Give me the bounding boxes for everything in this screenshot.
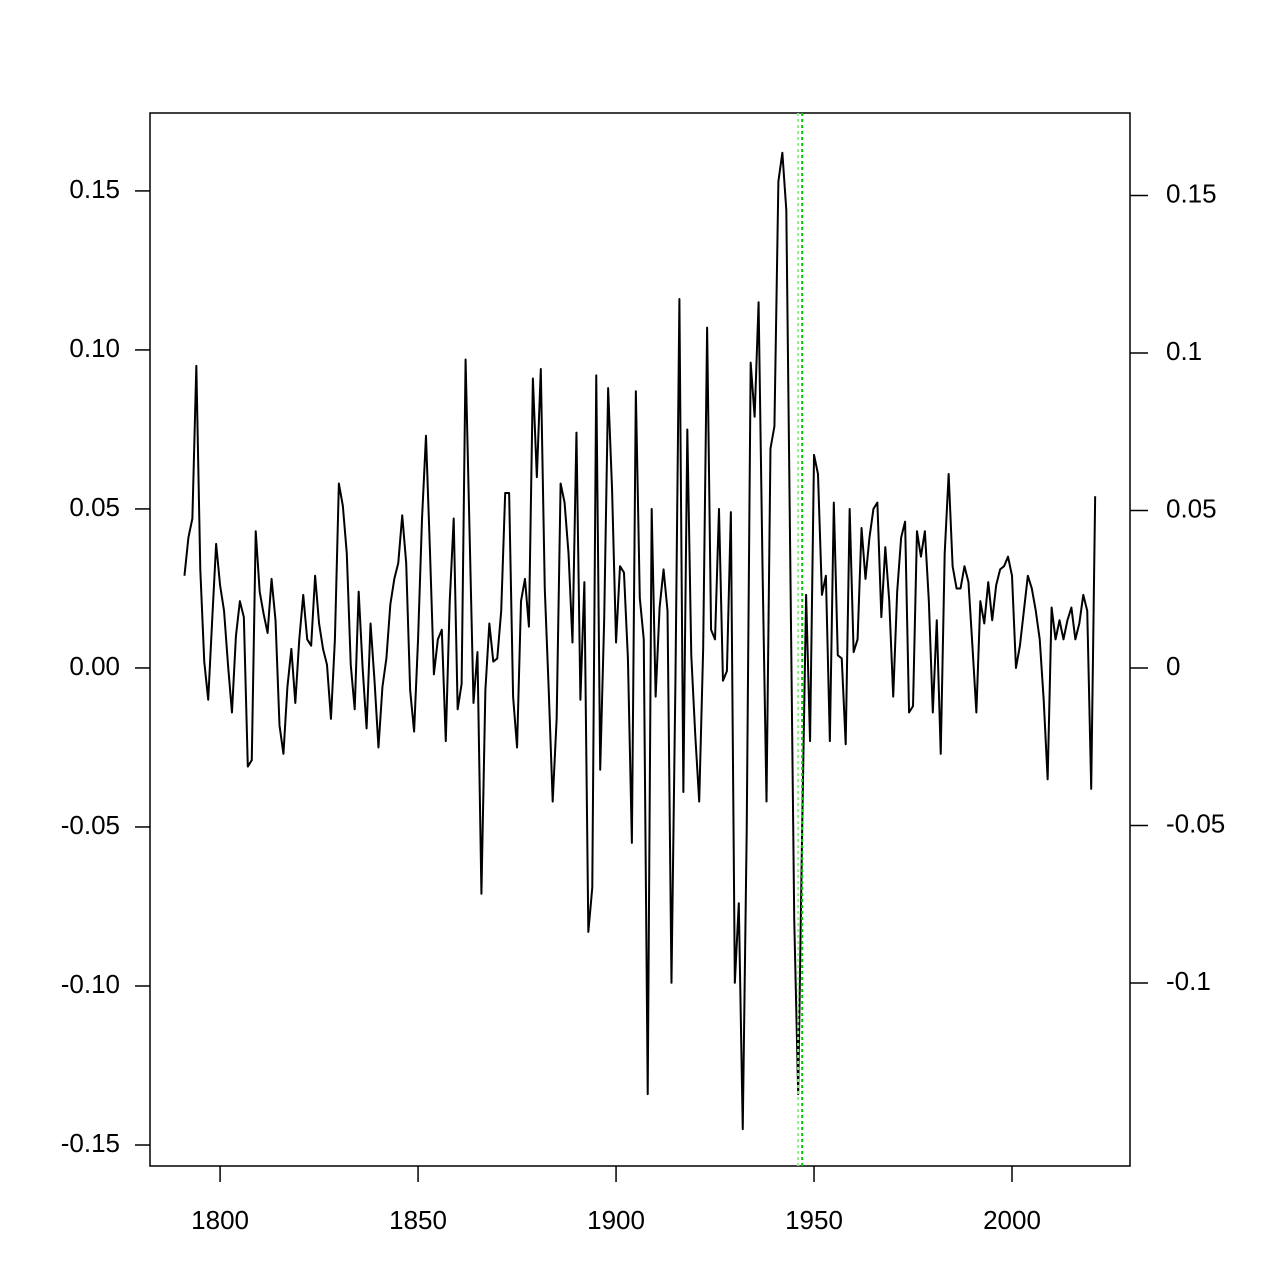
plot-frame xyxy=(149,112,1131,1167)
y-tick-label: -0.15 xyxy=(61,1128,120,1158)
x-tick-label: 2000 xyxy=(983,1205,1041,1235)
y2-tick-label: 0.1 xyxy=(1166,336,1202,366)
x-tick-label: 1900 xyxy=(587,1205,645,1235)
y-tick-label: 0.15 xyxy=(69,174,120,204)
y-tick-label: 0.10 xyxy=(69,333,120,363)
data-line xyxy=(183,151,1097,1131)
y-tick-label: 0.05 xyxy=(69,492,120,522)
y2-tick-label: 0.05 xyxy=(1166,493,1217,523)
y-tick-label: -0.10 xyxy=(61,969,120,999)
y-tick-label: 0.00 xyxy=(69,651,120,681)
y-tick-label: -0.05 xyxy=(61,810,120,840)
y2-tick-label: 0.15 xyxy=(1166,178,1217,208)
y2-tick-label: -0.1 xyxy=(1166,966,1211,996)
y2-tick-label: -0.05 xyxy=(1166,808,1225,838)
x-tick-label: 1800 xyxy=(191,1205,249,1235)
x-tick-label: 1850 xyxy=(389,1205,447,1235)
y2-tick-label: 0 xyxy=(1166,651,1180,681)
x-tick-label: 1950 xyxy=(785,1205,843,1235)
